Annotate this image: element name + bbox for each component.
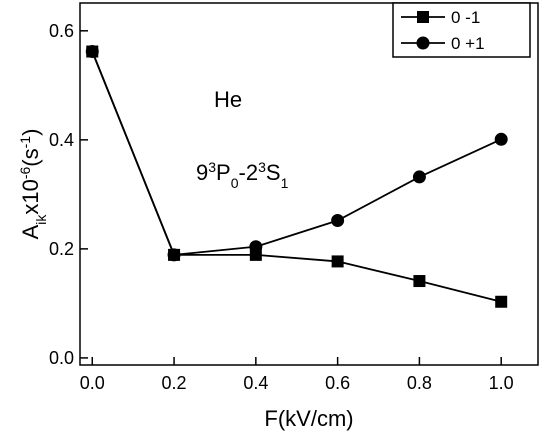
legend-box — [392, 2, 531, 58]
x-tick-label: 0.2 — [162, 373, 187, 393]
y-tick-label: 0.2 — [49, 239, 74, 259]
text-part: 3 — [208, 159, 216, 175]
marker — [249, 248, 262, 261]
text-part: ) — [18, 129, 43, 136]
x-tick-label: 1.0 — [489, 373, 514, 393]
marker — [249, 240, 263, 254]
x-tick-label: 0.6 — [325, 373, 350, 393]
legend-label: 0 -1 — [451, 8, 480, 27]
marker — [167, 248, 181, 262]
text-part: He — [214, 87, 242, 112]
marker — [412, 170, 426, 184]
x-tick-label: 0.0 — [80, 373, 105, 393]
text-part: 3 — [258, 159, 266, 175]
series-line — [91, 51, 502, 256]
x-axis-label: F(kV/cm) — [264, 406, 353, 431]
text-part: -2 — [239, 160, 259, 185]
text-part: -6 — [17, 166, 33, 179]
marker — [494, 132, 508, 146]
x-tick-label: 0.4 — [243, 373, 268, 393]
marker — [331, 255, 344, 268]
text-part: -1 — [17, 136, 33, 149]
x-tick-label: 0.8 — [407, 373, 432, 393]
text-part: 1 — [281, 175, 289, 191]
y-tick-label: 0.6 — [49, 21, 74, 41]
marker — [331, 214, 345, 228]
text-part: 9 — [196, 160, 208, 185]
text-part: (s — [18, 148, 43, 166]
text-part: ik — [33, 214, 49, 225]
text-part: 0 — [231, 175, 239, 191]
text-part: P — [216, 160, 231, 185]
text-part: x10 — [18, 179, 43, 214]
y-axis-label: Aikx10-6(s-1) — [17, 129, 49, 240]
marker — [85, 45, 99, 59]
legend-marker — [416, 36, 430, 50]
text-part: A — [18, 224, 43, 239]
annotation: 93P0-23S1 — [196, 159, 289, 191]
legend-marker — [417, 11, 429, 23]
y-tick-label: 0.4 — [49, 130, 74, 150]
legend-label: 0 +1 — [451, 34, 485, 53]
annotation: He — [214, 87, 242, 112]
text-part: S — [266, 160, 281, 185]
y-tick-label: 0.0 — [49, 348, 74, 368]
marker — [495, 295, 508, 308]
marker — [413, 275, 426, 288]
plot-frame — [79, 2, 539, 366]
series-line — [91, 51, 502, 303]
